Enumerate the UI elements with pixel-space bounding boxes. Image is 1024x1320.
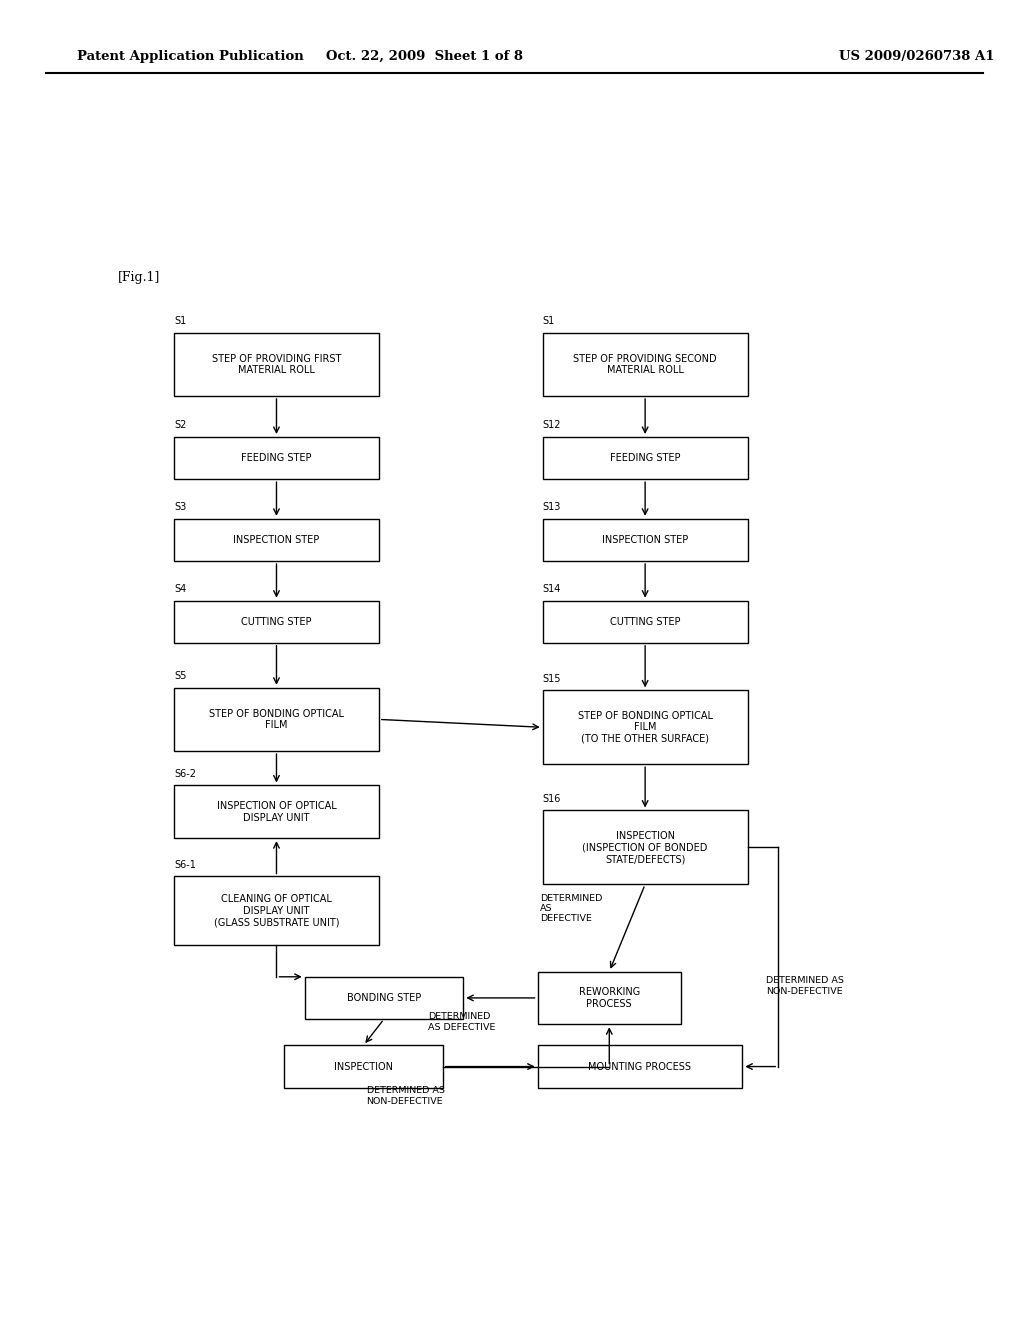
Text: FEEDING STEP: FEEDING STEP — [242, 453, 311, 463]
Bar — [543, 333, 748, 396]
Text: S1: S1 — [174, 315, 186, 326]
Text: CUTTING STEP: CUTTING STEP — [242, 616, 311, 627]
Bar — [538, 1045, 742, 1088]
Text: US 2009/0260738 A1: US 2009/0260738 A1 — [839, 50, 994, 63]
Text: S1: S1 — [543, 315, 555, 326]
Text: INSPECTION
(INSPECTION OF BONDED
STATE/DEFECTS): INSPECTION (INSPECTION OF BONDED STATE/D… — [583, 830, 708, 865]
Text: REWORKING
PROCESS: REWORKING PROCESS — [579, 987, 640, 1008]
Text: Oct. 22, 2009  Sheet 1 of 8: Oct. 22, 2009 Sheet 1 of 8 — [327, 50, 523, 63]
Text: DETERMINED
AS DEFECTIVE: DETERMINED AS DEFECTIVE — [428, 1012, 496, 1032]
Text: S14: S14 — [543, 583, 561, 594]
Text: INSPECTION OF OPTICAL
DISPLAY UNIT: INSPECTION OF OPTICAL DISPLAY UNIT — [217, 801, 336, 822]
Text: STEP OF PROVIDING FIRST
MATERIAL ROLL: STEP OF PROVIDING FIRST MATERIAL ROLL — [212, 354, 341, 375]
Text: S13: S13 — [543, 502, 561, 512]
Bar — [543, 810, 748, 884]
Text: S2: S2 — [174, 420, 186, 430]
Text: CLEANING OF OPTICAL
DISPLAY UNIT
(GLASS SUBSTRATE UNIT): CLEANING OF OPTICAL DISPLAY UNIT (GLASS … — [214, 894, 339, 928]
Text: STEP OF BONDING OPTICAL
FILM
(TO THE OTHER SURFACE): STEP OF BONDING OPTICAL FILM (TO THE OTH… — [578, 710, 713, 744]
Bar — [543, 519, 748, 561]
Text: S4: S4 — [174, 583, 186, 594]
Bar — [284, 1045, 442, 1088]
Bar — [174, 437, 379, 479]
Bar — [174, 688, 379, 751]
Text: INSPECTION STEP: INSPECTION STEP — [602, 535, 688, 545]
Bar — [543, 437, 748, 479]
Text: S3: S3 — [174, 502, 186, 512]
Text: S16: S16 — [543, 793, 561, 804]
Bar — [305, 977, 463, 1019]
Text: FEEDING STEP: FEEDING STEP — [610, 453, 680, 463]
Bar — [174, 519, 379, 561]
Text: MOUNTING PROCESS: MOUNTING PROCESS — [589, 1061, 691, 1072]
Text: STEP OF BONDING OPTICAL
FILM: STEP OF BONDING OPTICAL FILM — [209, 709, 344, 730]
Text: S15: S15 — [543, 673, 561, 684]
Text: S6-2: S6-2 — [174, 768, 196, 779]
Text: DETERMINED AS
NON-DEFECTIVE: DETERMINED AS NON-DEFECTIVE — [766, 977, 844, 995]
Text: S12: S12 — [543, 420, 561, 430]
Bar — [174, 785, 379, 838]
Text: DETERMINED AS
NON-DEFECTIVE: DETERMINED AS NON-DEFECTIVE — [367, 1086, 444, 1106]
Text: S5: S5 — [174, 671, 186, 681]
Bar — [174, 601, 379, 643]
Text: CUTTING STEP: CUTTING STEP — [610, 616, 680, 627]
Bar — [174, 876, 379, 945]
Text: STEP OF PROVIDING SECOND
MATERIAL ROLL: STEP OF PROVIDING SECOND MATERIAL ROLL — [573, 354, 717, 375]
Text: DETERMINED
AS
DEFECTIVE: DETERMINED AS DEFECTIVE — [540, 894, 602, 924]
Text: INSPECTION STEP: INSPECTION STEP — [233, 535, 319, 545]
Text: [Fig.1]: [Fig.1] — [118, 271, 160, 284]
Bar — [543, 601, 748, 643]
Text: BONDING STEP: BONDING STEP — [347, 993, 421, 1003]
Text: Patent Application Publication: Patent Application Publication — [77, 50, 303, 63]
Text: INSPECTION: INSPECTION — [334, 1061, 393, 1072]
Bar — [538, 972, 681, 1024]
Bar — [174, 333, 379, 396]
Bar — [543, 690, 748, 764]
Text: S6-1: S6-1 — [174, 859, 196, 870]
